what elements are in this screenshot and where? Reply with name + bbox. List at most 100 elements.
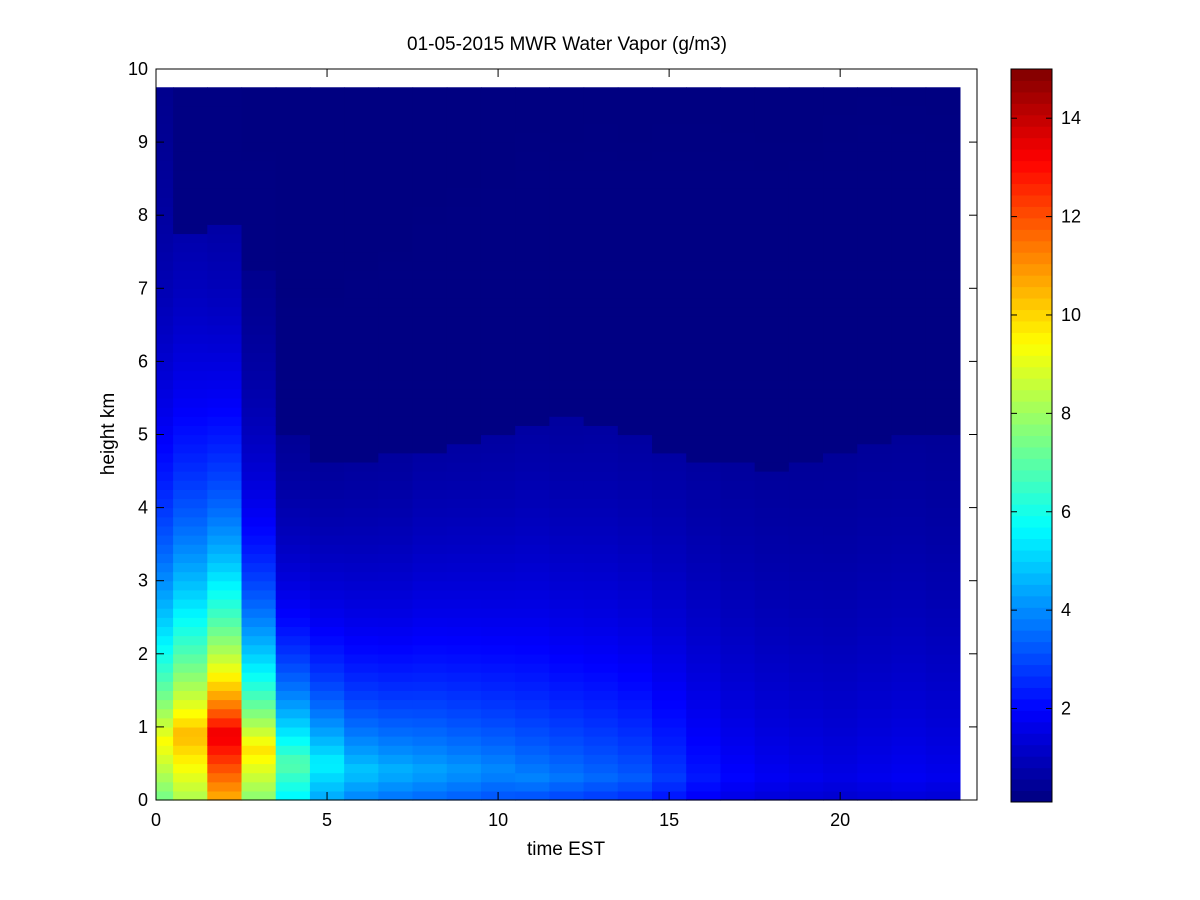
heatmap-cell xyxy=(446,790,482,801)
heatmap-cell xyxy=(823,452,858,463)
heatmap-cell xyxy=(549,626,585,637)
heatmap-cell xyxy=(583,598,619,609)
heatmap-cell xyxy=(173,169,208,180)
y-tick-label: 10 xyxy=(128,59,148,79)
heatmap-cell xyxy=(515,471,550,481)
heatmap-cell xyxy=(480,196,516,207)
heatmap-cell xyxy=(480,535,516,545)
heatmap-cell xyxy=(207,242,243,253)
heatmap-cell xyxy=(378,736,414,746)
heatmap-cell xyxy=(446,443,482,454)
heatmap-cell xyxy=(891,790,927,801)
colorbar-band xyxy=(1011,710,1052,723)
heatmap-cell xyxy=(549,370,585,381)
heatmap-cell xyxy=(480,635,516,646)
heatmap-cell xyxy=(652,306,687,317)
heatmap-cell xyxy=(480,525,516,536)
heatmap-cell xyxy=(549,324,585,335)
heatmap-cell xyxy=(173,781,208,792)
heatmap-cell xyxy=(156,699,174,710)
heatmap-cell xyxy=(309,498,345,509)
heatmap-cell xyxy=(754,87,790,98)
heatmap-cell xyxy=(344,288,379,299)
heatmap-cell xyxy=(823,388,858,399)
heatmap-cell xyxy=(583,114,619,125)
heatmap-cell xyxy=(207,151,243,161)
heatmap-cell xyxy=(617,571,653,582)
heatmap-cell xyxy=(241,489,277,500)
heatmap-cell xyxy=(549,407,585,417)
heatmap-cell xyxy=(309,260,345,271)
heatmap-cell xyxy=(480,553,516,564)
heatmap-cell xyxy=(378,160,414,171)
heatmap-cell xyxy=(617,206,653,216)
heatmap-cell xyxy=(378,681,414,691)
heatmap-cell xyxy=(156,662,174,673)
heatmap-cell xyxy=(344,699,379,710)
heatmap-cell xyxy=(480,242,516,253)
heatmap-cell xyxy=(788,434,824,445)
heatmap-cell xyxy=(720,288,756,299)
heatmap-cell xyxy=(788,489,824,500)
heatmap-cell xyxy=(378,699,414,710)
heatmap-cell xyxy=(480,251,516,262)
heatmap-cell xyxy=(275,215,311,225)
heatmap-cell xyxy=(720,96,756,107)
heatmap-cell xyxy=(617,790,653,801)
heatmap-cell xyxy=(275,617,311,627)
heatmap-cell xyxy=(583,169,619,180)
heatmap-cell xyxy=(480,498,516,509)
heatmap-cell xyxy=(275,279,311,289)
heatmap-cell xyxy=(515,224,550,235)
heatmap-cell xyxy=(857,251,893,262)
heatmap-cell xyxy=(925,178,961,189)
heatmap-cell xyxy=(925,416,961,426)
heatmap-cell xyxy=(891,535,927,545)
heatmap-cell xyxy=(686,297,722,308)
heatmap-cell xyxy=(412,644,448,655)
heatmap-cell xyxy=(583,736,619,746)
heatmap-cell xyxy=(891,169,927,180)
heatmap-cell xyxy=(156,123,174,134)
heatmap-cell xyxy=(891,352,927,362)
heatmap-cell xyxy=(720,352,756,362)
colorbar-band xyxy=(1011,91,1052,104)
heatmap-cell xyxy=(652,672,687,682)
heatmap-cell xyxy=(925,425,961,436)
heatmap-cell xyxy=(686,790,722,801)
heatmap-cell xyxy=(344,324,379,335)
heatmap-cell xyxy=(275,790,311,801)
heatmap-cell xyxy=(309,196,345,207)
heatmap-cell xyxy=(241,105,277,116)
heatmap-cell xyxy=(378,370,414,381)
heatmap-cell xyxy=(344,352,379,362)
heatmap-cell xyxy=(652,297,687,308)
heatmap-cell xyxy=(480,370,516,381)
heatmap-cell xyxy=(720,781,756,792)
heatmap-cell xyxy=(446,132,482,143)
heatmap-cell xyxy=(652,96,687,107)
heatmap-cell xyxy=(275,123,311,134)
heatmap-cell xyxy=(788,297,824,308)
heatmap-cell xyxy=(652,206,687,216)
heatmap-cell xyxy=(378,105,414,116)
heatmap-cell xyxy=(173,87,208,98)
heatmap-cell xyxy=(344,452,379,463)
heatmap-cell xyxy=(857,233,893,244)
heatmap-cell xyxy=(549,169,585,180)
heatmap-cell xyxy=(686,626,722,637)
heatmap-cell xyxy=(309,333,345,344)
heatmap-cell xyxy=(241,708,277,719)
heatmap-cell xyxy=(617,87,653,98)
heatmap-cell xyxy=(652,507,687,518)
heatmap-cell xyxy=(480,562,516,573)
heatmap-cell xyxy=(925,544,961,554)
heatmap-cell xyxy=(344,535,379,545)
heatmap-cell xyxy=(207,114,243,125)
heatmap-cell xyxy=(446,571,482,582)
heatmap-cell xyxy=(720,333,756,344)
heatmap-cell xyxy=(583,343,619,353)
heatmap-cell xyxy=(173,233,208,244)
heatmap-cell xyxy=(823,708,858,719)
heatmap-cell xyxy=(275,260,311,271)
